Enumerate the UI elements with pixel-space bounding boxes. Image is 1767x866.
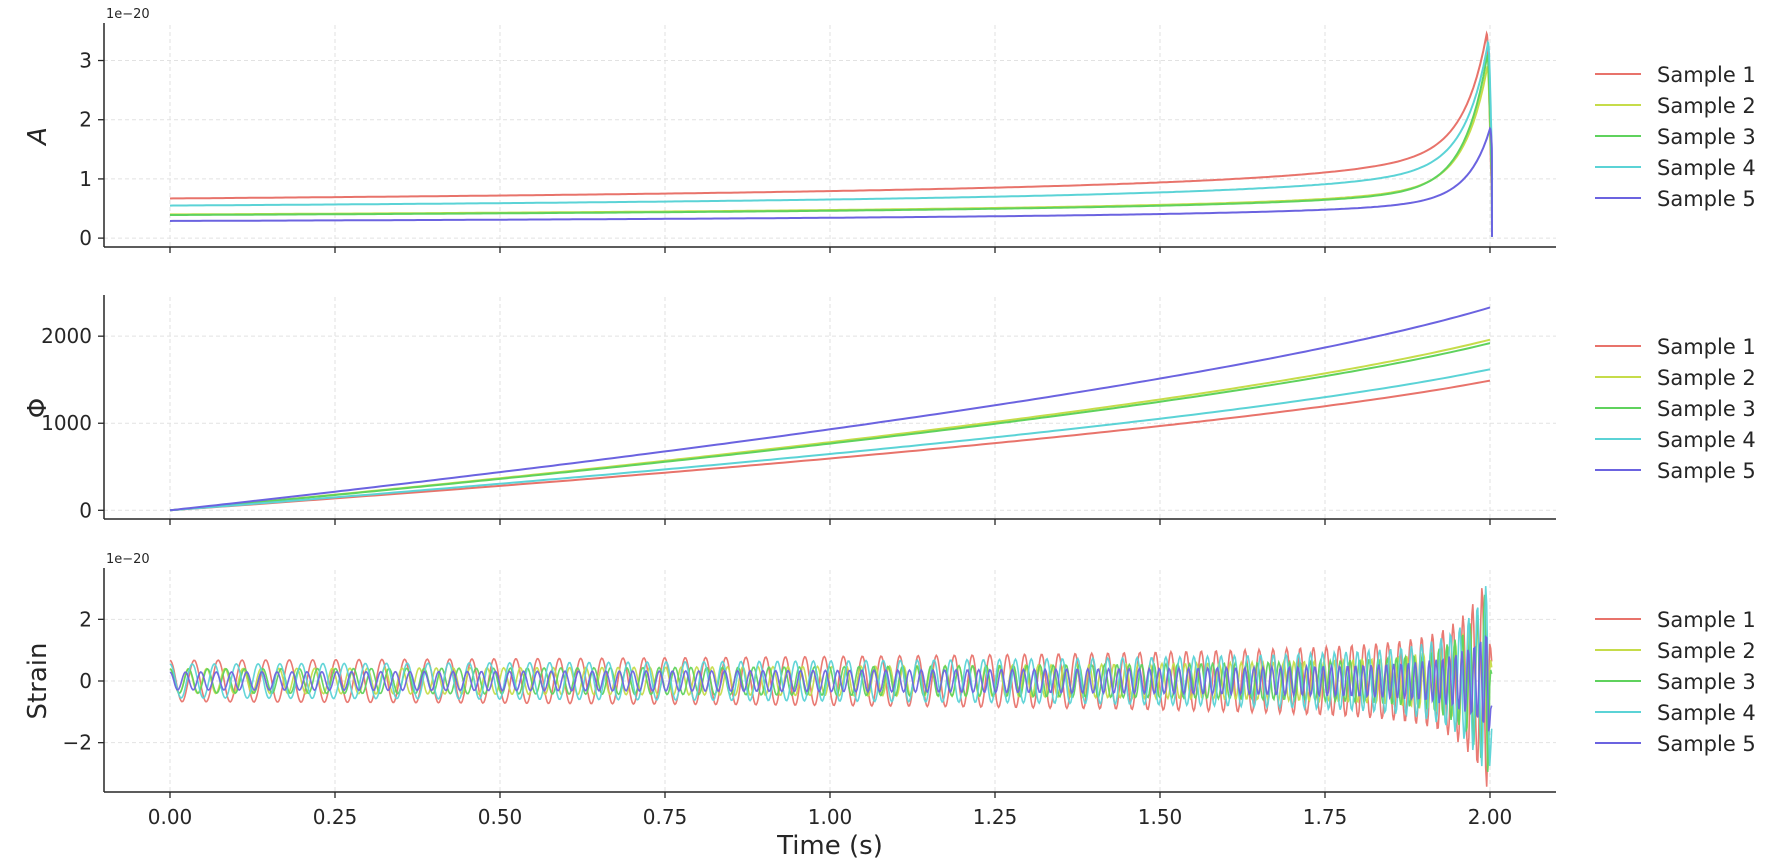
legend-label: Sample 2 xyxy=(1657,366,1756,390)
panel-3: −2 0 2 0.00 0.25 0.50 0.75 1.00 1.25 1.50 1.75 2.00… xyxy=(23,552,1756,861)
series-line-1 xyxy=(169,379,1491,512)
legend-label: Sample 5 xyxy=(1657,459,1756,483)
legend: Sample 1 Sample 2 Sample 3 Sample 4 Sample 5 xyxy=(1595,335,1756,483)
x-tick-label: 0.75 xyxy=(643,805,688,829)
y-tick-label: 2 xyxy=(79,607,92,631)
series-line-1 xyxy=(169,588,1493,787)
legend-label: Sample 4 xyxy=(1657,701,1756,725)
legend-label: Sample 4 xyxy=(1657,156,1756,180)
y-tick-label: 1 xyxy=(79,167,92,191)
legend-label: Sample 4 xyxy=(1657,428,1756,452)
y-tick-label: 2000 xyxy=(41,324,92,348)
series-line-2 xyxy=(169,602,1493,770)
x-axis-label: Time (s) xyxy=(776,831,883,861)
series-line-1 xyxy=(169,30,1493,237)
series-group xyxy=(169,586,1493,787)
series-line-3 xyxy=(170,54,1493,237)
legend-label: Sample 1 xyxy=(1657,63,1756,87)
y-offset-label: 1e−20 xyxy=(106,7,150,22)
series-line-5 xyxy=(169,635,1493,732)
x-tick-label: 0.25 xyxy=(313,805,358,829)
x-tick-label: 1.50 xyxy=(1138,805,1183,829)
y-axis-label: A xyxy=(23,127,53,147)
series-group xyxy=(169,30,1493,237)
y-tick-label: 0 xyxy=(79,669,92,693)
y-tick-label: 0 xyxy=(79,498,92,522)
x-tick-label: 1.75 xyxy=(1303,805,1348,829)
legend-label: Sample 2 xyxy=(1657,94,1756,118)
legend-label: Sample 3 xyxy=(1657,397,1756,421)
series-line-4 xyxy=(169,39,1493,237)
legend-label: Sample 5 xyxy=(1657,187,1756,211)
x-tick-label: 0.00 xyxy=(148,805,193,829)
y-offset-label: 1e−20 xyxy=(106,552,150,567)
y-axis-label: Φ xyxy=(23,398,53,418)
series-line-5 xyxy=(169,306,1491,512)
x-tick-label: 0.50 xyxy=(478,805,523,829)
y-tick-label: 3 xyxy=(79,49,92,73)
y-axis-label: Strain xyxy=(23,642,53,719)
x-tick-label: 1.25 xyxy=(973,805,1018,829)
x-tick-label: 1.00 xyxy=(808,805,853,829)
series-group xyxy=(169,306,1491,512)
legend-label: Sample 1 xyxy=(1657,335,1756,359)
legend: Sample 1 Sample 2 Sample 3 Sample 4 Sample 5 xyxy=(1595,608,1756,756)
y-tick-label: 0 xyxy=(79,226,92,250)
x-tick-label: 2.00 xyxy=(1468,805,1513,829)
y-tick-label: 2 xyxy=(79,108,92,132)
series-line-3 xyxy=(169,342,1491,512)
legend-label: Sample 1 xyxy=(1657,608,1756,632)
legend-label: Sample 2 xyxy=(1657,639,1756,663)
y-tick-label: 1000 xyxy=(41,411,92,435)
legend-label: Sample 3 xyxy=(1657,670,1756,694)
legend: Sample 1 Sample 2 Sample 3 Sample 4 Sample 5 xyxy=(1595,63,1756,211)
legend-label: Sample 3 xyxy=(1657,125,1756,149)
legend-label: Sample 5 xyxy=(1657,732,1756,756)
y-tick-label: −2 xyxy=(63,731,92,755)
series-line-3 xyxy=(169,594,1493,772)
series-line-4 xyxy=(169,368,1491,512)
series-line-5 xyxy=(169,126,1493,237)
